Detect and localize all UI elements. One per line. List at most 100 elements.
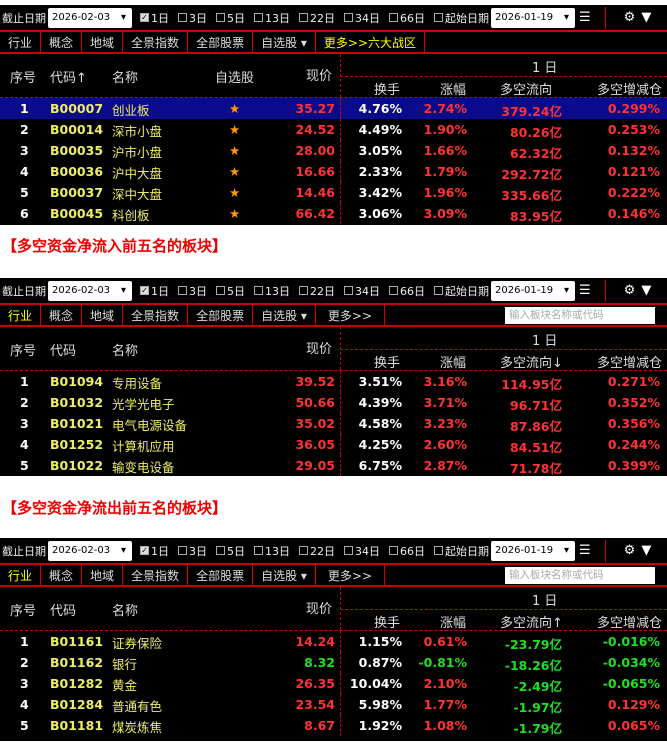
table-row[interactable]: 5 B01022 输变电设备 29.05 6.75% 2.87% 71.78亿 0.399% xyxy=(0,455,667,476)
col-position[interactable]: 多空增减仓 xyxy=(597,616,663,631)
gear-icon[interactable]: ⚙ xyxy=(623,543,636,558)
period-checkbox-1[interactable]: 3日 xyxy=(178,10,207,26)
table-row[interactable]: 3 B01021 电气电源设备 35.02 4.58% 3.23% 87.86亿 0.356% xyxy=(0,413,667,434)
tab-more[interactable]: 更多>> xyxy=(316,305,386,325)
gear-icon[interactable]: ⚙ xyxy=(623,10,636,25)
period-checkbox-3[interactable]: 13日 xyxy=(254,543,290,559)
start-date-checkbox[interactable]: 起始日期 xyxy=(434,283,489,299)
period-checkbox-4[interactable]: 22日 xyxy=(299,543,335,559)
gear-icon[interactable]: ⚙ xyxy=(623,283,636,298)
start-date-picker[interactable]: 2026-01-19 ▾ xyxy=(491,280,575,301)
period-checkbox-0[interactable]: ✓ 1日 xyxy=(140,543,169,559)
list-view-icon[interactable]: ☰ xyxy=(579,543,591,558)
col-change[interactable]: 涨幅 xyxy=(440,356,467,371)
tab-3[interactable]: 全景指数 xyxy=(123,565,189,585)
col-code[interactable]: 代码↑ xyxy=(50,71,87,86)
start-date-picker[interactable]: 2026-01-19 ▾ xyxy=(491,7,575,28)
col-name[interactable]: 名称 xyxy=(112,344,139,359)
table-row[interactable]: 5 B01181 煤炭炼焦 8.67 1.92% 1.08% -1.79亿 0.065% xyxy=(0,715,667,736)
tab-1[interactable]: 概念 xyxy=(41,565,83,585)
favorite-star-icon[interactable]: ★ xyxy=(229,164,241,179)
col-turnover[interactable]: 换手 xyxy=(374,83,401,98)
period-checkbox-5[interactable]: 34日 xyxy=(344,543,380,559)
period-checkbox-4[interactable]: 22日 xyxy=(299,283,335,299)
col-code[interactable]: 代码 xyxy=(50,604,77,619)
col-flow[interactable]: 多空流向↑ xyxy=(500,616,563,631)
col-price[interactable]: 现价 xyxy=(306,69,333,84)
tab-1[interactable]: 概念 xyxy=(41,32,83,52)
col-turnover[interactable]: 换手 xyxy=(374,356,401,371)
table-row[interactable]: 3 B01282 黄金 26.35 10.04% 2.10% -2.49亿 -0.065% xyxy=(0,673,667,694)
period-checkbox-6[interactable]: 66日 xyxy=(389,283,425,299)
table-row[interactable]: 4 B01252 计算机应用 36.05 4.25% 2.60% 84.51亿 0.244% xyxy=(0,434,667,455)
period-checkbox-2[interactable]: 5日 xyxy=(216,10,245,26)
table-row[interactable]: 6 B00045 科创板 ★ 66.42 3.06% 3.09% 83.95亿 0.146% xyxy=(0,203,667,224)
col-position[interactable]: 多空增减仓 xyxy=(597,83,663,98)
period-checkbox-5[interactable]: 34日 xyxy=(344,283,380,299)
tab-4[interactable]: 全部股票 xyxy=(188,565,254,585)
favorite-star-icon[interactable]: ★ xyxy=(229,206,241,221)
start-date-checkbox[interactable]: 起始日期 xyxy=(434,10,489,26)
col-price[interactable]: 现价 xyxy=(306,602,333,617)
tab-3[interactable]: 全景指数 xyxy=(123,32,189,52)
sector-search-input[interactable]: 输入板块名称或代码 xyxy=(505,307,655,324)
table-row[interactable]: 3 B00035 沪市小盘 ★ 28.00 3.05% 1.66% 62.32亿 0.132% xyxy=(0,140,667,161)
col-name[interactable]: 名称 xyxy=(112,604,139,619)
tab-0[interactable]: 行业 xyxy=(0,32,42,52)
table-row[interactable]: 2 B01032 光学光电子 50.66 4.39% 3.71% 96.71亿 0.352% xyxy=(0,392,667,413)
tab-2[interactable]: 地域 xyxy=(82,565,124,585)
filter-icon[interactable]: ▼ xyxy=(641,10,652,25)
table-row[interactable]: 4 B00036 沪中大盘 ★ 16.66 2.33% 1.79% 292.72亿 0.121% xyxy=(0,161,667,182)
table-row[interactable]: 5 B00037 深中大盘 ★ 14.46 3.42% 1.96% 335.66亿 0.222% xyxy=(0,182,667,203)
tab-2[interactable]: 地域 xyxy=(82,32,124,52)
col-position[interactable]: 多空增减仓 xyxy=(597,356,663,371)
table-row[interactable]: 1 B00007 创业板 ★ 35.27 4.76% 2.74% 379.24亿 0.299% xyxy=(0,98,667,119)
period-checkbox-1[interactable]: 3日 xyxy=(178,543,207,559)
start-date-checkbox[interactable]: 起始日期 xyxy=(434,543,489,559)
end-date-picker[interactable]: 2026-02-03 ▾ xyxy=(48,7,132,28)
end-date-picker[interactable]: 2026-02-03 ▾ xyxy=(48,280,132,301)
col-idx[interactable]: 序号 xyxy=(10,604,37,619)
tab-3[interactable]: 全景指数 xyxy=(123,305,189,325)
period-checkbox-0[interactable]: ✓ 1日 xyxy=(140,283,169,299)
table-row[interactable]: 4 B01284 普通有色 23.54 5.98% 1.77% -1.97亿 0.129% xyxy=(0,694,667,715)
period-checkbox-6[interactable]: 66日 xyxy=(389,543,425,559)
col-price[interactable]: 现价 xyxy=(306,342,333,357)
col-fav[interactable]: 自选股 xyxy=(215,71,255,86)
tab-5[interactable]: 自选股 ▾ xyxy=(253,32,316,52)
col-name[interactable]: 名称 xyxy=(112,71,139,86)
tab-4[interactable]: 全部股票 xyxy=(188,32,254,52)
filter-icon[interactable]: ▼ xyxy=(641,283,652,298)
tab-1[interactable]: 概念 xyxy=(41,305,83,325)
period-checkbox-5[interactable]: 34日 xyxy=(344,10,380,26)
table-row[interactable]: 1 B01161 证券保险 14.24 1.15% 0.61% -23.79亿 -0.016% xyxy=(0,631,667,652)
favorite-star-icon[interactable]: ★ xyxy=(229,143,241,158)
tab-more[interactable]: 更多>> xyxy=(316,565,386,585)
tab-5[interactable]: 自选股 ▾ xyxy=(253,305,316,325)
tab-more[interactable]: 更多>>六大战区 xyxy=(316,32,426,52)
col-change[interactable]: 涨幅 xyxy=(440,616,467,631)
list-view-icon[interactable]: ☰ xyxy=(579,10,591,25)
tab-4[interactable]: 全部股票 xyxy=(188,305,254,325)
favorite-star-icon[interactable]: ★ xyxy=(229,101,241,116)
favorite-star-icon[interactable]: ★ xyxy=(229,185,241,200)
col-flow[interactable]: 多空流向 xyxy=(500,83,553,98)
col-flow[interactable]: 多空流向↓ xyxy=(500,356,563,371)
period-checkbox-3[interactable]: 13日 xyxy=(254,10,290,26)
period-checkbox-1[interactable]: 3日 xyxy=(178,283,207,299)
tab-0[interactable]: 行业 xyxy=(0,565,42,585)
table-row[interactable]: 2 B01162 银行 8.32 0.87% -0.81% -18.26亿 -0.034% xyxy=(0,652,667,673)
end-date-picker[interactable]: 2026-02-03 ▾ xyxy=(48,540,132,561)
table-row[interactable]: 1 B01094 专用设备 39.52 3.51% 3.16% 114.95亿 0.271% xyxy=(0,371,667,392)
col-code[interactable]: 代码 xyxy=(50,344,77,359)
col-idx[interactable]: 序号 xyxy=(10,344,37,359)
col-idx[interactable]: 序号 xyxy=(10,71,37,86)
tab-2[interactable]: 地域 xyxy=(82,305,124,325)
favorite-star-icon[interactable]: ★ xyxy=(229,122,241,137)
col-change[interactable]: 涨幅 xyxy=(440,83,467,98)
tab-0[interactable]: 行业 xyxy=(0,305,42,325)
period-checkbox-2[interactable]: 5日 xyxy=(216,543,245,559)
sector-search-input[interactable]: 输入板块名称或代码 xyxy=(505,567,655,584)
col-turnover[interactable]: 换手 xyxy=(374,616,401,631)
period-checkbox-2[interactable]: 5日 xyxy=(216,283,245,299)
